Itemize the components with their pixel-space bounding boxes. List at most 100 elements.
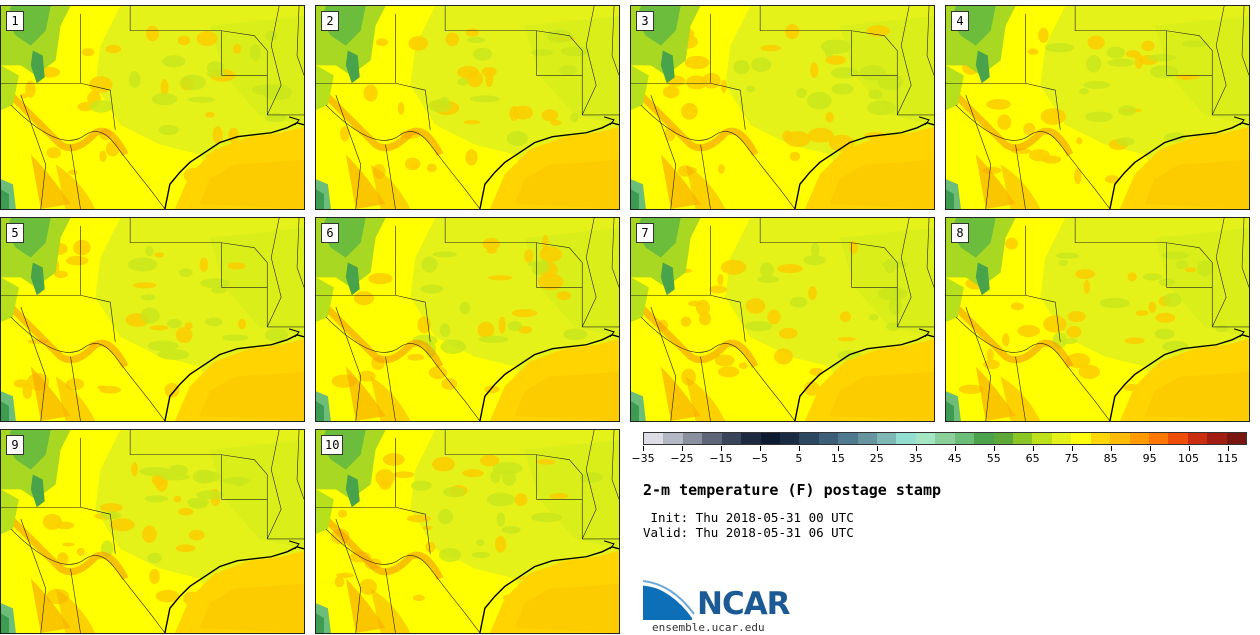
colorbar-tick-label: 35	[908, 452, 923, 465]
member-label: 5	[6, 223, 24, 243]
ncar-logo-icon	[642, 580, 695, 620]
colorbar-tick	[876, 446, 878, 451]
temperature-map	[946, 6, 1249, 209]
temperature-map	[631, 218, 934, 421]
colorbar-tick-label: 95	[1142, 452, 1157, 465]
colorbar-tick	[1149, 446, 1151, 451]
colorbar-cell	[818, 433, 839, 444]
colorbar-cell	[1148, 433, 1169, 444]
colorbar-cell	[644, 433, 664, 444]
temperature-map	[1, 218, 304, 421]
colorbar-cell	[741, 433, 761, 444]
member-label: 3	[636, 11, 654, 31]
map-panel[interactable]: 6	[315, 217, 620, 422]
colorbar-tick-label: 45	[947, 452, 962, 465]
colorbar-cell	[1071, 433, 1091, 444]
colorbar-tick	[643, 446, 644, 451]
colorbar-tick	[681, 446, 683, 451]
colorbar-tick-label: 55	[986, 452, 1001, 465]
member-label: 2	[321, 11, 339, 31]
member-label: 10	[321, 435, 344, 455]
colorbar-cell	[1110, 433, 1130, 444]
colorbar-tick	[837, 446, 839, 451]
member-label: 8	[951, 223, 969, 243]
map-panel[interactable]: 7	[630, 217, 935, 422]
map-panel[interactable]: 1	[0, 5, 305, 210]
chart-title: 2-m temperature (F) postage stamp	[643, 481, 942, 499]
colorbar-ticks: −35 −25 −15 −5 5 15 25 35 45 55 65 75 85 95 105 115	[631, 446, 1247, 468]
colorbar-tick-label: 65	[1025, 452, 1040, 465]
temperature-map	[316, 6, 619, 209]
map-panel[interactable]: 2	[315, 5, 620, 210]
temperature-map	[316, 430, 619, 633]
site-url[interactable]: ensemble.ucar.edu	[652, 621, 765, 634]
colorbar-cell	[1226, 433, 1247, 444]
colorbar-tick	[954, 446, 956, 451]
colorbar-cell	[702, 433, 722, 444]
temperature-map	[1, 6, 304, 209]
colorbar-cell	[838, 433, 858, 444]
colorbar-cell	[721, 433, 742, 444]
colorbar-tick	[1110, 446, 1112, 451]
colorbar-tick	[720, 446, 722, 451]
temperature-map	[631, 6, 934, 209]
member-label: 4	[951, 11, 969, 31]
colorbar-cell	[1051, 433, 1072, 444]
colorbar-tick-label: 15	[830, 452, 845, 465]
colorbar-cell	[993, 433, 1014, 444]
colorbar-tick-label: 5	[795, 452, 803, 465]
map-panel[interactable]: 3	[630, 5, 935, 210]
map-panel[interactable]: 9	[0, 429, 305, 634]
colorbar-cell	[799, 433, 819, 444]
colorbar-cell	[1187, 433, 1208, 444]
colorbar-tick	[1071, 446, 1073, 451]
colorbar-cell	[1168, 433, 1188, 444]
member-label: 9	[6, 435, 24, 455]
colorbar-cell	[935, 433, 955, 444]
colorbar-tick-label: 25	[869, 452, 884, 465]
temperature-map	[1, 430, 304, 633]
member-label: 1	[6, 11, 24, 31]
colorbar-cell	[974, 433, 994, 444]
member-label: 7	[636, 223, 654, 243]
colorbar-cell	[760, 433, 780, 444]
colorbar-cell	[663, 433, 683, 444]
colorbar-tick-label: 105	[1178, 452, 1200, 465]
map-panel[interactable]: 8	[945, 217, 1250, 422]
colorbar-tick	[915, 446, 917, 451]
colorbar-cell	[896, 433, 916, 444]
colorbar-tick-label: −35	[631, 452, 655, 465]
colorbar-cell	[877, 433, 897, 444]
map-panel[interactable]: 5	[0, 217, 305, 422]
colorbar-cell	[1129, 433, 1149, 444]
colorbar-tick	[798, 446, 800, 451]
colorbar-tick-label: 85	[1103, 452, 1118, 465]
member-label: 6	[321, 223, 339, 243]
logo-text: NCAR	[697, 586, 791, 622]
temperature-colorbar	[643, 432, 1247, 445]
init-time: Init: Thu 2018-05-31 00 UTC	[643, 510, 854, 525]
colorbar-tick-label: −25	[670, 452, 694, 465]
colorbar-tick-label: 75	[1064, 452, 1079, 465]
temperature-map	[316, 218, 619, 421]
colorbar-tick-label: −15	[709, 452, 733, 465]
colorbar-tick	[759, 446, 761, 451]
colorbar-cell	[682, 433, 703, 444]
colorbar-cell	[779, 433, 800, 444]
colorbar-tick-label: 115	[1217, 452, 1239, 465]
valid-time: Valid: Thu 2018-05-31 06 UTC	[643, 525, 854, 540]
colorbar-cell	[1090, 433, 1111, 444]
colorbar-cell	[1013, 433, 1033, 444]
colorbar-cell	[857, 433, 878, 444]
map-panel[interactable]: 4	[945, 5, 1250, 210]
colorbar-cell	[1207, 433, 1227, 444]
colorbar-tick	[1188, 446, 1190, 451]
colorbar-cell	[1032, 433, 1052, 444]
colorbar-tick	[1227, 446, 1229, 451]
map-panel[interactable]: 10	[315, 429, 620, 634]
colorbar-cell	[954, 433, 975, 444]
colorbar-tick-label: −5	[751, 452, 768, 465]
temperature-map	[946, 218, 1249, 421]
colorbar-tick	[1032, 446, 1034, 451]
colorbar-cell	[915, 433, 936, 444]
